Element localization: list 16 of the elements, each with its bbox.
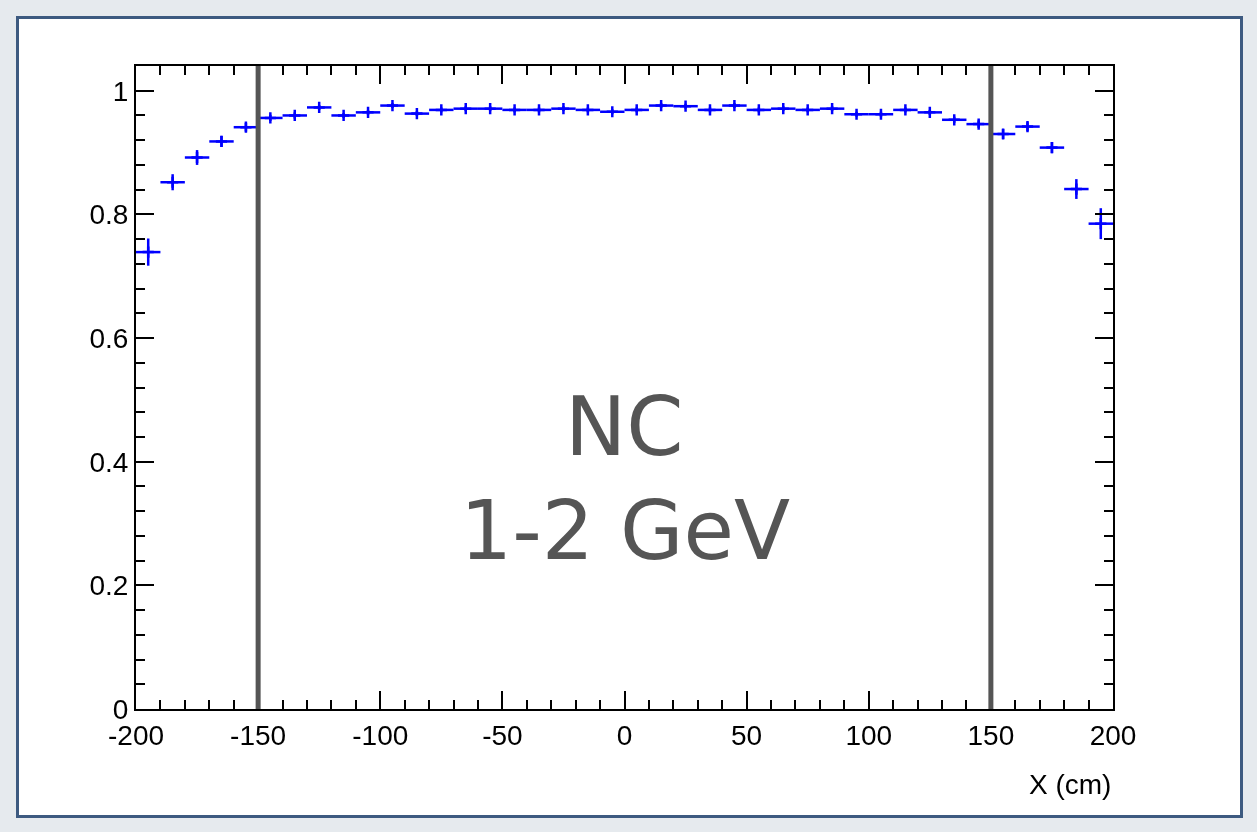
x-axis-title: X (cm)	[1029, 769, 1112, 800]
annotation: NC	[565, 379, 684, 474]
y-tick-label: 0.4	[89, 446, 129, 478]
x-tick-label: -50	[482, 719, 523, 751]
x-tick-label: -150	[230, 719, 287, 751]
y-tick-label: 0.2	[89, 570, 129, 602]
x-tick-label: 150	[967, 719, 1015, 751]
y-tick-label: 1	[112, 75, 129, 107]
x-tick-label: 50	[731, 719, 763, 751]
y-tick-label: 0.8	[89, 199, 129, 231]
annotation: 1-2 GeV	[460, 483, 791, 578]
x-tick-label: 100	[845, 719, 893, 751]
x-tick-label: -100	[352, 719, 409, 751]
y-tick-label: 0.6	[89, 322, 129, 354]
x-tick-label: 200	[1089, 719, 1137, 751]
x-tick-label: 0	[616, 719, 633, 751]
